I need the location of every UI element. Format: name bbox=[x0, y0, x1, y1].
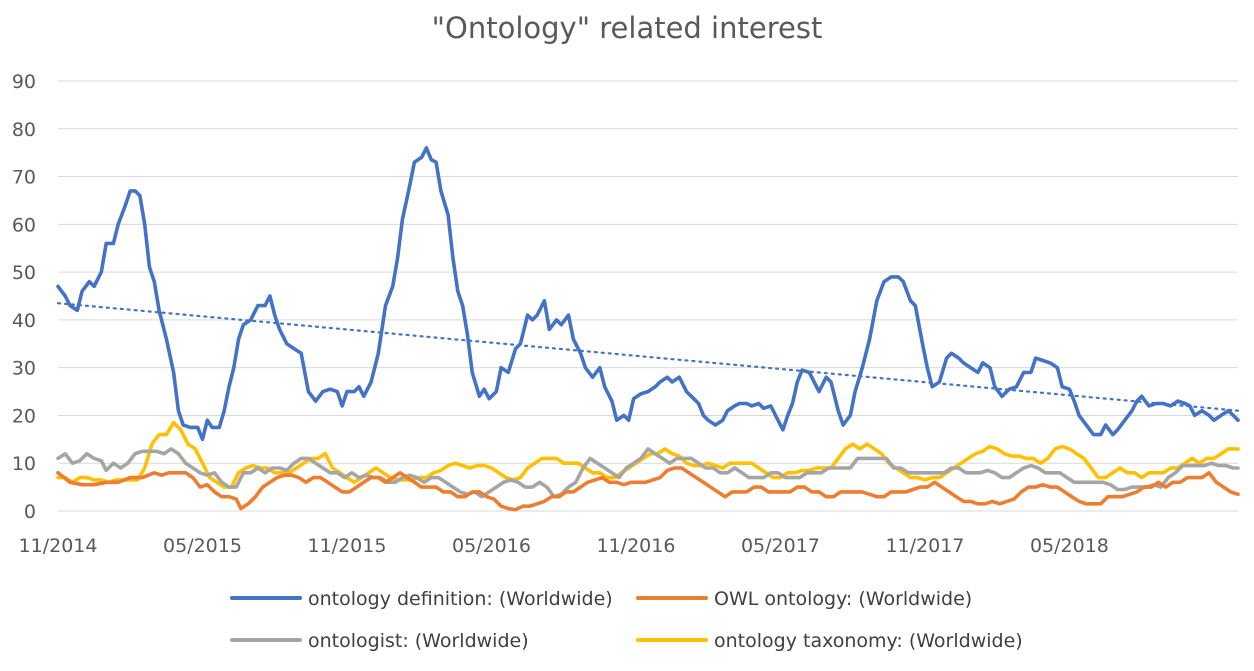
legend-label: ontology taxonomy: (Worldwide) bbox=[714, 630, 1023, 652]
x-tick-label: 11/2014 bbox=[19, 535, 98, 557]
x-tick-label: 05/2017 bbox=[741, 535, 820, 557]
x-tick-label: 05/2015 bbox=[163, 535, 242, 557]
legend-label: ontologist: (Worldwide) bbox=[308, 630, 529, 652]
chart-title: "Ontology" related interest bbox=[432, 11, 823, 45]
y-tick-label: 0 bbox=[24, 501, 36, 523]
y-tick-label: 20 bbox=[12, 405, 36, 427]
y-tick-label: 90 bbox=[12, 71, 36, 93]
y-tick-label: 40 bbox=[12, 310, 36, 332]
legend-label: ontology definition: (Worldwide) bbox=[308, 588, 613, 610]
x-tick-label: 05/2016 bbox=[452, 535, 531, 557]
y-axis-ticks: 0 10 20 30 40 50 60 70 80 90 bbox=[12, 71, 36, 523]
x-tick-label: 11/2017 bbox=[885, 535, 964, 557]
legend: ontology definition: (Worldwide) OWL onto… bbox=[232, 588, 1023, 652]
y-tick-label: 60 bbox=[12, 214, 36, 236]
y-tick-label: 30 bbox=[12, 358, 36, 380]
series-line-4 bbox=[58, 423, 1238, 488]
x-tick-label: 05/2018 bbox=[1030, 535, 1109, 557]
series-layer bbox=[58, 148, 1238, 510]
legend-label: OWL ontology: (Worldwide) bbox=[714, 588, 972, 610]
line-chart: "Ontology" related interest 0 10 20 30 40 50 6… bbox=[0, 0, 1254, 671]
x-axis-ticks: 11/2014 05/2015 11/2015 05/2016 11/2016 05/20… bbox=[19, 535, 1109, 557]
chart-container: "Ontology" related interest 0 10 20 30 40 50 6… bbox=[0, 0, 1254, 671]
y-tick-label: 10 bbox=[12, 453, 36, 475]
x-tick-label: 11/2016 bbox=[596, 535, 675, 557]
y-tick-label: 80 bbox=[12, 119, 36, 141]
y-tick-label: 50 bbox=[12, 262, 36, 284]
y-tick-label: 70 bbox=[12, 167, 36, 189]
x-tick-label: 11/2015 bbox=[308, 535, 387, 557]
series-line-1 bbox=[58, 148, 1238, 439]
